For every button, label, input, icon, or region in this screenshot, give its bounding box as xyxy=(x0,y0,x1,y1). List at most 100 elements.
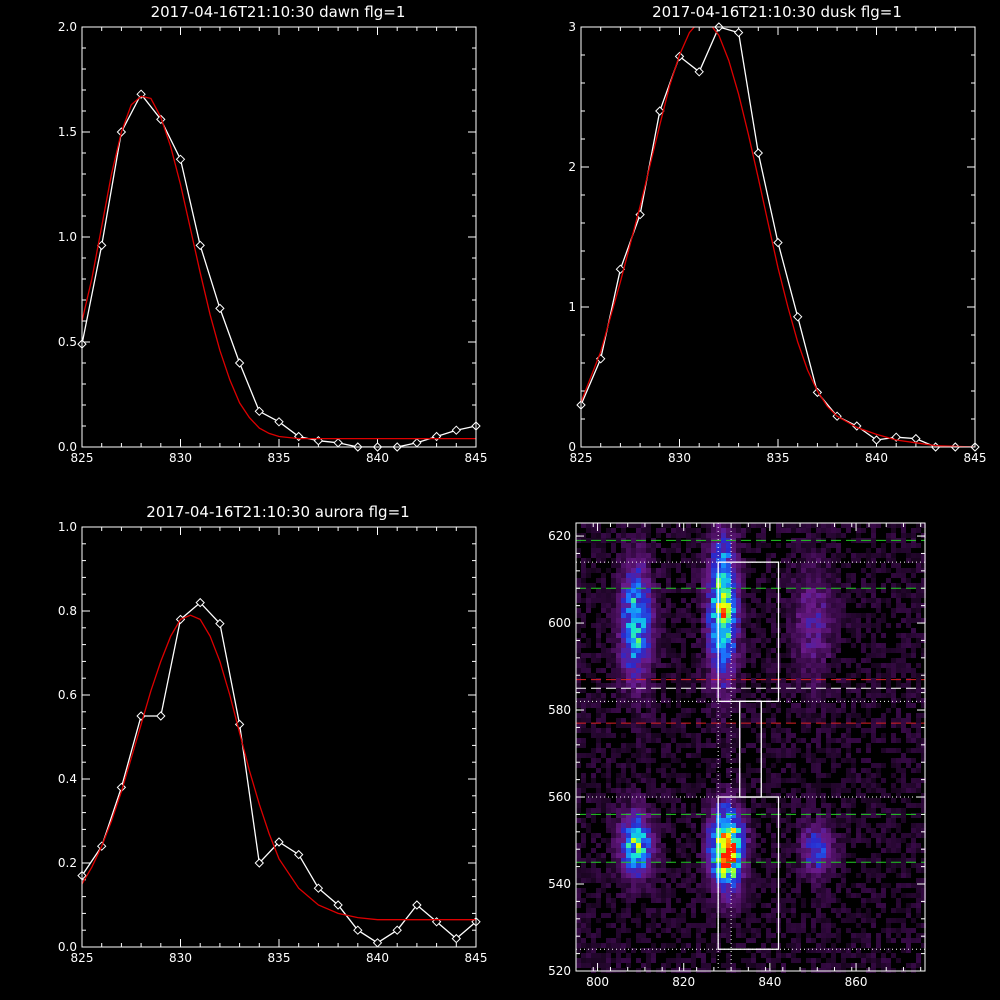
heatmap-pixel xyxy=(791,768,796,773)
heatmap-pixel xyxy=(596,568,601,573)
heatmap-pixel xyxy=(811,923,816,928)
heatmap-pixel xyxy=(841,803,846,808)
heatmap-pixel xyxy=(711,893,716,898)
heatmap-pixel xyxy=(811,573,816,578)
heatmap-pixel xyxy=(891,688,896,693)
heatmap-pixel xyxy=(826,843,831,848)
heatmap-pixel xyxy=(781,653,786,658)
heatmap-pixel xyxy=(706,838,711,843)
heatmap-pixel xyxy=(626,563,631,568)
heatmap-pixel xyxy=(856,528,861,533)
heatmap-pixel xyxy=(616,643,621,648)
heatmap-pixel xyxy=(641,548,646,553)
heatmap-pixel xyxy=(716,758,721,763)
heatmap-pixel xyxy=(596,793,601,798)
heatmap-pixel xyxy=(686,533,691,538)
heatmap-pixel xyxy=(676,843,681,848)
heatmap-pixel xyxy=(821,593,826,598)
heatmap-pixel xyxy=(896,928,901,933)
heatmap-pixel xyxy=(826,903,831,908)
heatmap-pixel xyxy=(801,898,806,903)
heatmap-pixel xyxy=(726,908,731,913)
heatmap-pixel xyxy=(841,818,846,823)
heatmap-pixel xyxy=(716,703,721,708)
heatmap-pixel xyxy=(701,653,706,658)
heatmap-pixel xyxy=(761,858,766,863)
heatmap-pixel xyxy=(756,898,761,903)
heatmap-pixel xyxy=(621,823,626,828)
heatmap-pixel xyxy=(776,733,781,738)
heatmap-pixel xyxy=(891,668,896,673)
heatmap-pixel xyxy=(656,933,661,938)
heatmap-pixel xyxy=(871,718,876,723)
heatmap-pixel xyxy=(746,948,751,953)
heatmap-pixel xyxy=(911,603,916,608)
heatmap-pixel xyxy=(711,723,716,728)
heatmap-pixel xyxy=(671,873,676,878)
heatmap-pixel xyxy=(691,828,696,833)
heatmap-pixel xyxy=(686,523,691,528)
heatmap-pixel xyxy=(671,943,676,948)
heatmap-pixel xyxy=(801,833,806,838)
heatmap-pixel xyxy=(681,848,686,853)
heatmap-pixel xyxy=(641,668,646,673)
heatmap-pixel xyxy=(666,598,671,603)
heatmap-pixel xyxy=(636,848,641,853)
heatmap-pixel xyxy=(626,698,631,703)
heatmap-pixel xyxy=(701,698,706,703)
heatmap-pixel xyxy=(736,863,741,868)
heatmap-pixel xyxy=(916,783,921,788)
heatmap-pixel xyxy=(821,623,826,628)
heatmap-pixel xyxy=(676,683,681,688)
heatmap-pixel xyxy=(706,798,711,803)
heatmap-pixel xyxy=(631,918,636,923)
heatmap-pixel xyxy=(896,658,901,663)
heatmap-pixel xyxy=(601,538,606,543)
heatmap-pixel xyxy=(826,823,831,828)
heatmap-pixel xyxy=(676,528,681,533)
heatmap-pixel xyxy=(611,633,616,638)
heatmap-pixel xyxy=(786,668,791,673)
heatmap-pixel xyxy=(586,823,591,828)
heatmap-pixel xyxy=(901,838,906,843)
heatmap-pixel xyxy=(766,723,771,728)
heatmap-pixel xyxy=(741,653,746,658)
heatmap-pixel xyxy=(596,713,601,718)
heatmap-pixel xyxy=(631,523,636,528)
heatmap-pixel xyxy=(706,583,711,588)
heatmap-pixel xyxy=(761,708,766,713)
heatmap-pixel xyxy=(701,633,706,638)
heatmap-pixel xyxy=(711,638,716,643)
heatmap-pixel xyxy=(586,828,591,833)
heatmap-pixel xyxy=(841,798,846,803)
heatmap-pixel xyxy=(801,578,806,583)
heatmap-pixel xyxy=(836,723,841,728)
heatmap-pixel xyxy=(586,913,591,918)
heatmap-pixel xyxy=(626,793,631,798)
heatmap-pixel xyxy=(681,773,686,778)
heatmap-pixel xyxy=(591,813,596,818)
heatmap-pixel xyxy=(821,843,826,848)
heatmap-pixel xyxy=(606,768,611,773)
heatmap-pixel xyxy=(836,823,841,828)
heatmap-pixel xyxy=(801,753,806,758)
heatmap-pixel xyxy=(886,933,891,938)
heatmap-pixel xyxy=(791,688,796,693)
heatmap-pixel xyxy=(866,643,871,648)
heatmap-pixel xyxy=(811,928,816,933)
heatmap-pixel xyxy=(606,588,611,593)
heatmap-pixel xyxy=(796,668,801,673)
heatmap-pixel xyxy=(771,663,776,668)
heatmap-pixel xyxy=(666,633,671,638)
heatmap-pixel xyxy=(831,963,836,968)
heatmap-pixel xyxy=(841,883,846,888)
heatmap-pixel xyxy=(596,943,601,948)
heatmap-pixel xyxy=(791,898,796,903)
heatmap-pixel xyxy=(911,823,916,828)
heatmap-pixel xyxy=(761,638,766,643)
heatmap-pixel xyxy=(816,758,821,763)
heatmap-pixel xyxy=(856,723,861,728)
heatmap-pixel xyxy=(641,578,646,583)
heatmap-pixel xyxy=(746,853,751,858)
heatmap-pixel xyxy=(721,838,726,843)
